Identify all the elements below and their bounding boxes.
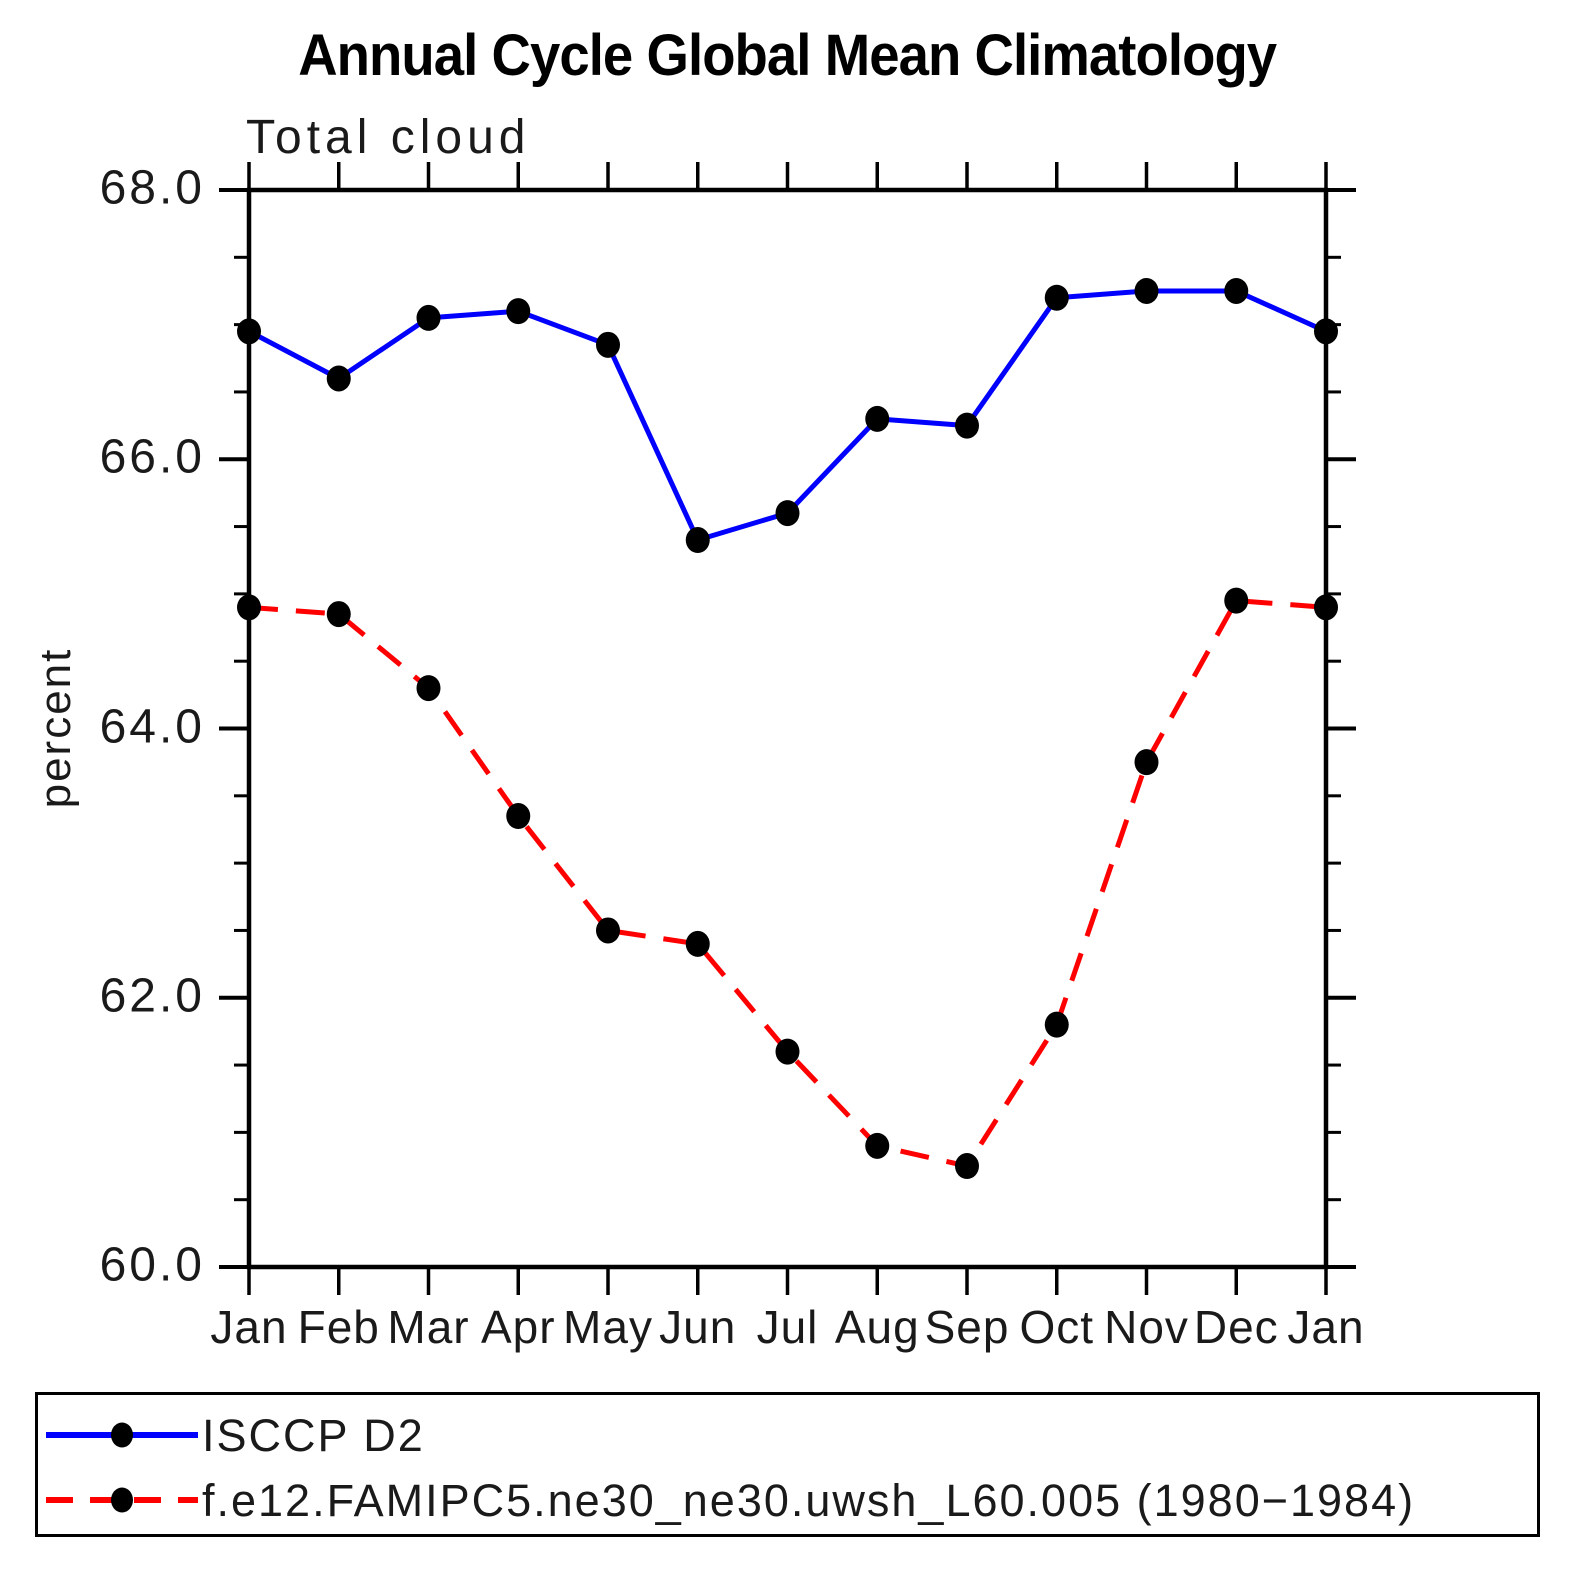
- data-point-marker-s1-12: [1314, 594, 1338, 621]
- x-tick-label: Jan: [1287, 1301, 1365, 1353]
- legend-sample-solid-line: [46, 1422, 198, 1448]
- plot-area: [219, 162, 1356, 1295]
- x-tick-label: Jul: [756, 1301, 819, 1353]
- y-tick-label: 66.0: [99, 430, 205, 484]
- data-point-marker-s0-5: [685, 527, 710, 554]
- y-tick-label: 68.0: [99, 161, 205, 215]
- data-point-marker-s1-0: [237, 594, 261, 621]
- data-point-marker-s1-4: [596, 917, 620, 944]
- data-point-marker-s1-8: [955, 1153, 979, 1180]
- data-point-marker-s0-9: [1044, 284, 1069, 311]
- data-point-marker-s0-0: [237, 318, 261, 345]
- x-tick-label: Feb: [297, 1301, 380, 1353]
- legend-marker-circle: [111, 1487, 133, 1513]
- data-point-marker-s0-4: [596, 331, 620, 358]
- plot-frame: [246, 187, 1329, 1270]
- x-tick-label: Nov: [1104, 1301, 1189, 1353]
- x-tick-label: May: [563, 1301, 653, 1353]
- data-point-marker-s1-6: [775, 1038, 800, 1065]
- legend-box: ISCCP D2 f.e12.FAMIPC5.ne30_ne30.uwsh_L6…: [35, 1392, 1540, 1537]
- data-point-marker-s0-11: [1224, 277, 1249, 304]
- data-point-marker-s1-10: [1134, 749, 1159, 776]
- data-point-marker-s1-11: [1224, 587, 1249, 614]
- data-point-marker-s1-3: [506, 803, 531, 830]
- data-point-marker-s0-10: [1134, 277, 1159, 304]
- legend-label: f.e12.FAMIPC5.ne30_ne30.uwsh_L60.005 (19…: [202, 1474, 1416, 1526]
- data-point-marker-s0-1: [326, 365, 351, 392]
- x-tick-label: Aug: [834, 1301, 920, 1353]
- data-point-marker-s1-9: [1044, 1011, 1069, 1038]
- data-point-marker-s1-5: [685, 930, 710, 957]
- data-point-marker-s0-6: [775, 500, 800, 527]
- chart-title-text: Annual Cycle Global Mean Climatology: [298, 23, 1278, 88]
- data-point-marker-s1-7: [865, 1132, 890, 1159]
- x-tick-label: Sep: [924, 1301, 1010, 1353]
- x-tick-label: Jan: [210, 1301, 288, 1353]
- y-tick-label: 60.0: [99, 1238, 205, 1292]
- x-tick-label: Apr: [480, 1301, 556, 1353]
- legend-marker-circle: [111, 1422, 133, 1448]
- chart-title: Annual Cycle Global Mean Climatology: [0, 24, 1575, 88]
- legend-label: ISCCP D2: [202, 1409, 425, 1461]
- data-point-marker-s1-2: [416, 675, 441, 702]
- y-tick-label: 62.0: [99, 969, 205, 1023]
- x-tick-label: Jun: [659, 1301, 737, 1353]
- y-tick-label: 64.0: [99, 699, 205, 753]
- data-point-marker-s0-12: [1314, 318, 1338, 345]
- x-tick-label: Oct: [1019, 1301, 1095, 1353]
- legend-sample-dashed-line: [46, 1487, 198, 1513]
- x-tick-label: Dec: [1193, 1301, 1279, 1353]
- plot-subtitle: Total cloud: [246, 111, 531, 164]
- data-point-marker-s0-2: [416, 304, 441, 331]
- data-point-marker-s0-7: [865, 405, 890, 432]
- legend-item: ISCCP D2: [42, 1411, 425, 1459]
- series-line-1: [248, 598, 1327, 1169]
- legend-item: f.e12.FAMIPC5.ne30_ne30.uwsh_L60.005 (19…: [42, 1476, 1415, 1524]
- data-point-marker-s0-3: [506, 298, 531, 325]
- x-tick-label: Mar: [387, 1301, 470, 1353]
- data-point-marker-s0-8: [955, 412, 979, 439]
- data-point-marker-s1-1: [326, 601, 351, 628]
